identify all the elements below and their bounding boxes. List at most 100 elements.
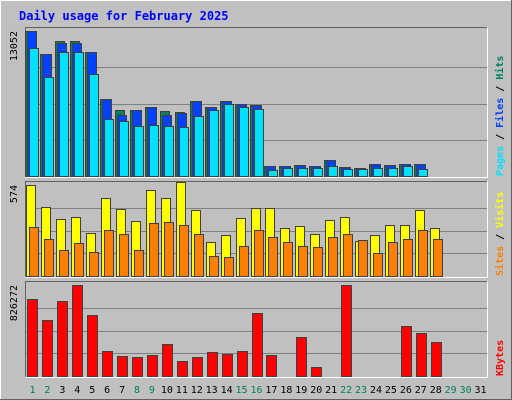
x-tick-label: 23: [355, 385, 367, 396]
bar-kbytes: [147, 355, 158, 377]
x-tick-label: 9: [149, 385, 155, 396]
x-tick-label: 14: [221, 385, 233, 396]
bar-pages: [149, 125, 159, 177]
bar-sites: [418, 230, 428, 277]
x-tick-label: 31: [475, 385, 487, 396]
bar-pages: [74, 52, 84, 177]
bar-pages: [224, 104, 234, 177]
x-tick-label: 6: [104, 385, 110, 396]
x-tick-label: 5: [89, 385, 95, 396]
x-tick-label: 13: [206, 385, 218, 396]
x-tick-label: 2: [44, 385, 50, 396]
legend-separator: /: [495, 128, 506, 146]
bar-kbytes: [27, 299, 38, 377]
bar-kbytes: [252, 313, 263, 377]
x-tick-label: 18: [280, 385, 292, 396]
bar-sites: [104, 230, 114, 277]
bar-pages: [59, 52, 69, 177]
bar-pages: [44, 77, 54, 177]
bar-pages: [134, 126, 144, 177]
x-tick-label: 29: [445, 385, 457, 396]
bar-sites: [283, 242, 293, 277]
x-tick-label: 27: [415, 385, 427, 396]
y-max-label: 13052: [9, 31, 20, 61]
bar-sites: [179, 225, 189, 277]
x-tick-label: 11: [176, 385, 188, 396]
bar-pages: [104, 119, 114, 177]
bar-sites: [298, 246, 308, 277]
bar-pages: [29, 48, 39, 177]
bar-sites: [194, 234, 204, 277]
bar-pages: [254, 109, 264, 177]
bar-kbytes: [102, 351, 113, 377]
bar-sites: [254, 230, 264, 277]
bar-pages: [164, 126, 174, 177]
bar-kbytes: [416, 333, 427, 377]
bar-kbytes: [431, 342, 442, 377]
bar-kbytes: [87, 315, 98, 377]
bar-sites: [388, 242, 398, 277]
x-tick-label: 1: [29, 385, 35, 396]
bar-kbytes: [296, 337, 307, 377]
bar-pages: [283, 168, 293, 177]
bar-sites: [29, 227, 39, 277]
bar-pages: [403, 166, 413, 177]
bar-sites: [89, 252, 99, 277]
bar-pages: [418, 169, 428, 177]
bar-pages: [343, 169, 353, 177]
bar-sites: [239, 246, 249, 277]
series-legend: KBytes: [495, 340, 506, 376]
bar-pages: [179, 127, 189, 177]
bar-sites: [373, 253, 383, 277]
x-tick-label: 21: [325, 385, 337, 396]
legend-separator: /: [495, 80, 506, 98]
x-tick-label: 12: [191, 385, 203, 396]
bar-sites: [224, 257, 234, 277]
bar-kbytes: [72, 285, 83, 377]
x-tick-label: 22: [340, 385, 352, 396]
legend-visits: Visits: [494, 192, 506, 228]
x-tick-label: 4: [74, 385, 80, 396]
x-tick-label: 8: [134, 385, 140, 396]
bar-pages: [239, 107, 249, 177]
bar-kbytes: [132, 357, 143, 377]
series-legend: Pages / Files / Hits: [494, 56, 506, 176]
bar-sites: [403, 239, 413, 277]
chart-title: Daily usage for February 2025: [19, 9, 229, 23]
legend-separator: /: [495, 228, 506, 246]
x-tick-label: 25: [385, 385, 397, 396]
bar-pages: [194, 116, 204, 177]
bar-sites: [358, 240, 368, 277]
bar-sites: [59, 250, 69, 277]
x-tick-label: 3: [59, 385, 65, 396]
x-tick-label: 15: [236, 385, 248, 396]
legend-files: Files: [494, 98, 506, 128]
bar-kbytes: [401, 326, 412, 377]
x-tick-label: 7: [119, 385, 125, 396]
bar-pages: [373, 168, 383, 177]
legend-kbytes: KBytes: [495, 340, 506, 376]
bar-pages: [358, 169, 368, 177]
bar-sites: [119, 234, 129, 277]
bar-pages: [119, 121, 129, 177]
bar-sites: [44, 239, 54, 277]
bar-sites: [149, 223, 159, 277]
bar-pages: [328, 166, 338, 177]
panel-hits: 13052 Pages / Files / Hits: [9, 27, 506, 178]
x-tick-label: 19: [295, 385, 307, 396]
bar-sites: [164, 222, 174, 277]
bar-kbytes: [207, 352, 218, 377]
y-max-label: 574: [9, 185, 20, 203]
legend-hits: Hits: [494, 56, 506, 80]
bar-kbytes: [266, 355, 277, 377]
bar-sites: [328, 237, 338, 277]
bar-sites: [343, 234, 353, 277]
panel-visits: 574 Sites / Visits: [9, 181, 506, 278]
bar-sites: [134, 250, 144, 277]
bar-kbytes: [117, 356, 128, 377]
bar-sites: [74, 243, 84, 277]
x-tick-label: 16: [250, 385, 262, 396]
x-tick-label: 20: [310, 385, 322, 396]
bar-kbytes: [237, 351, 248, 377]
x-tick-label: 17: [265, 385, 277, 396]
